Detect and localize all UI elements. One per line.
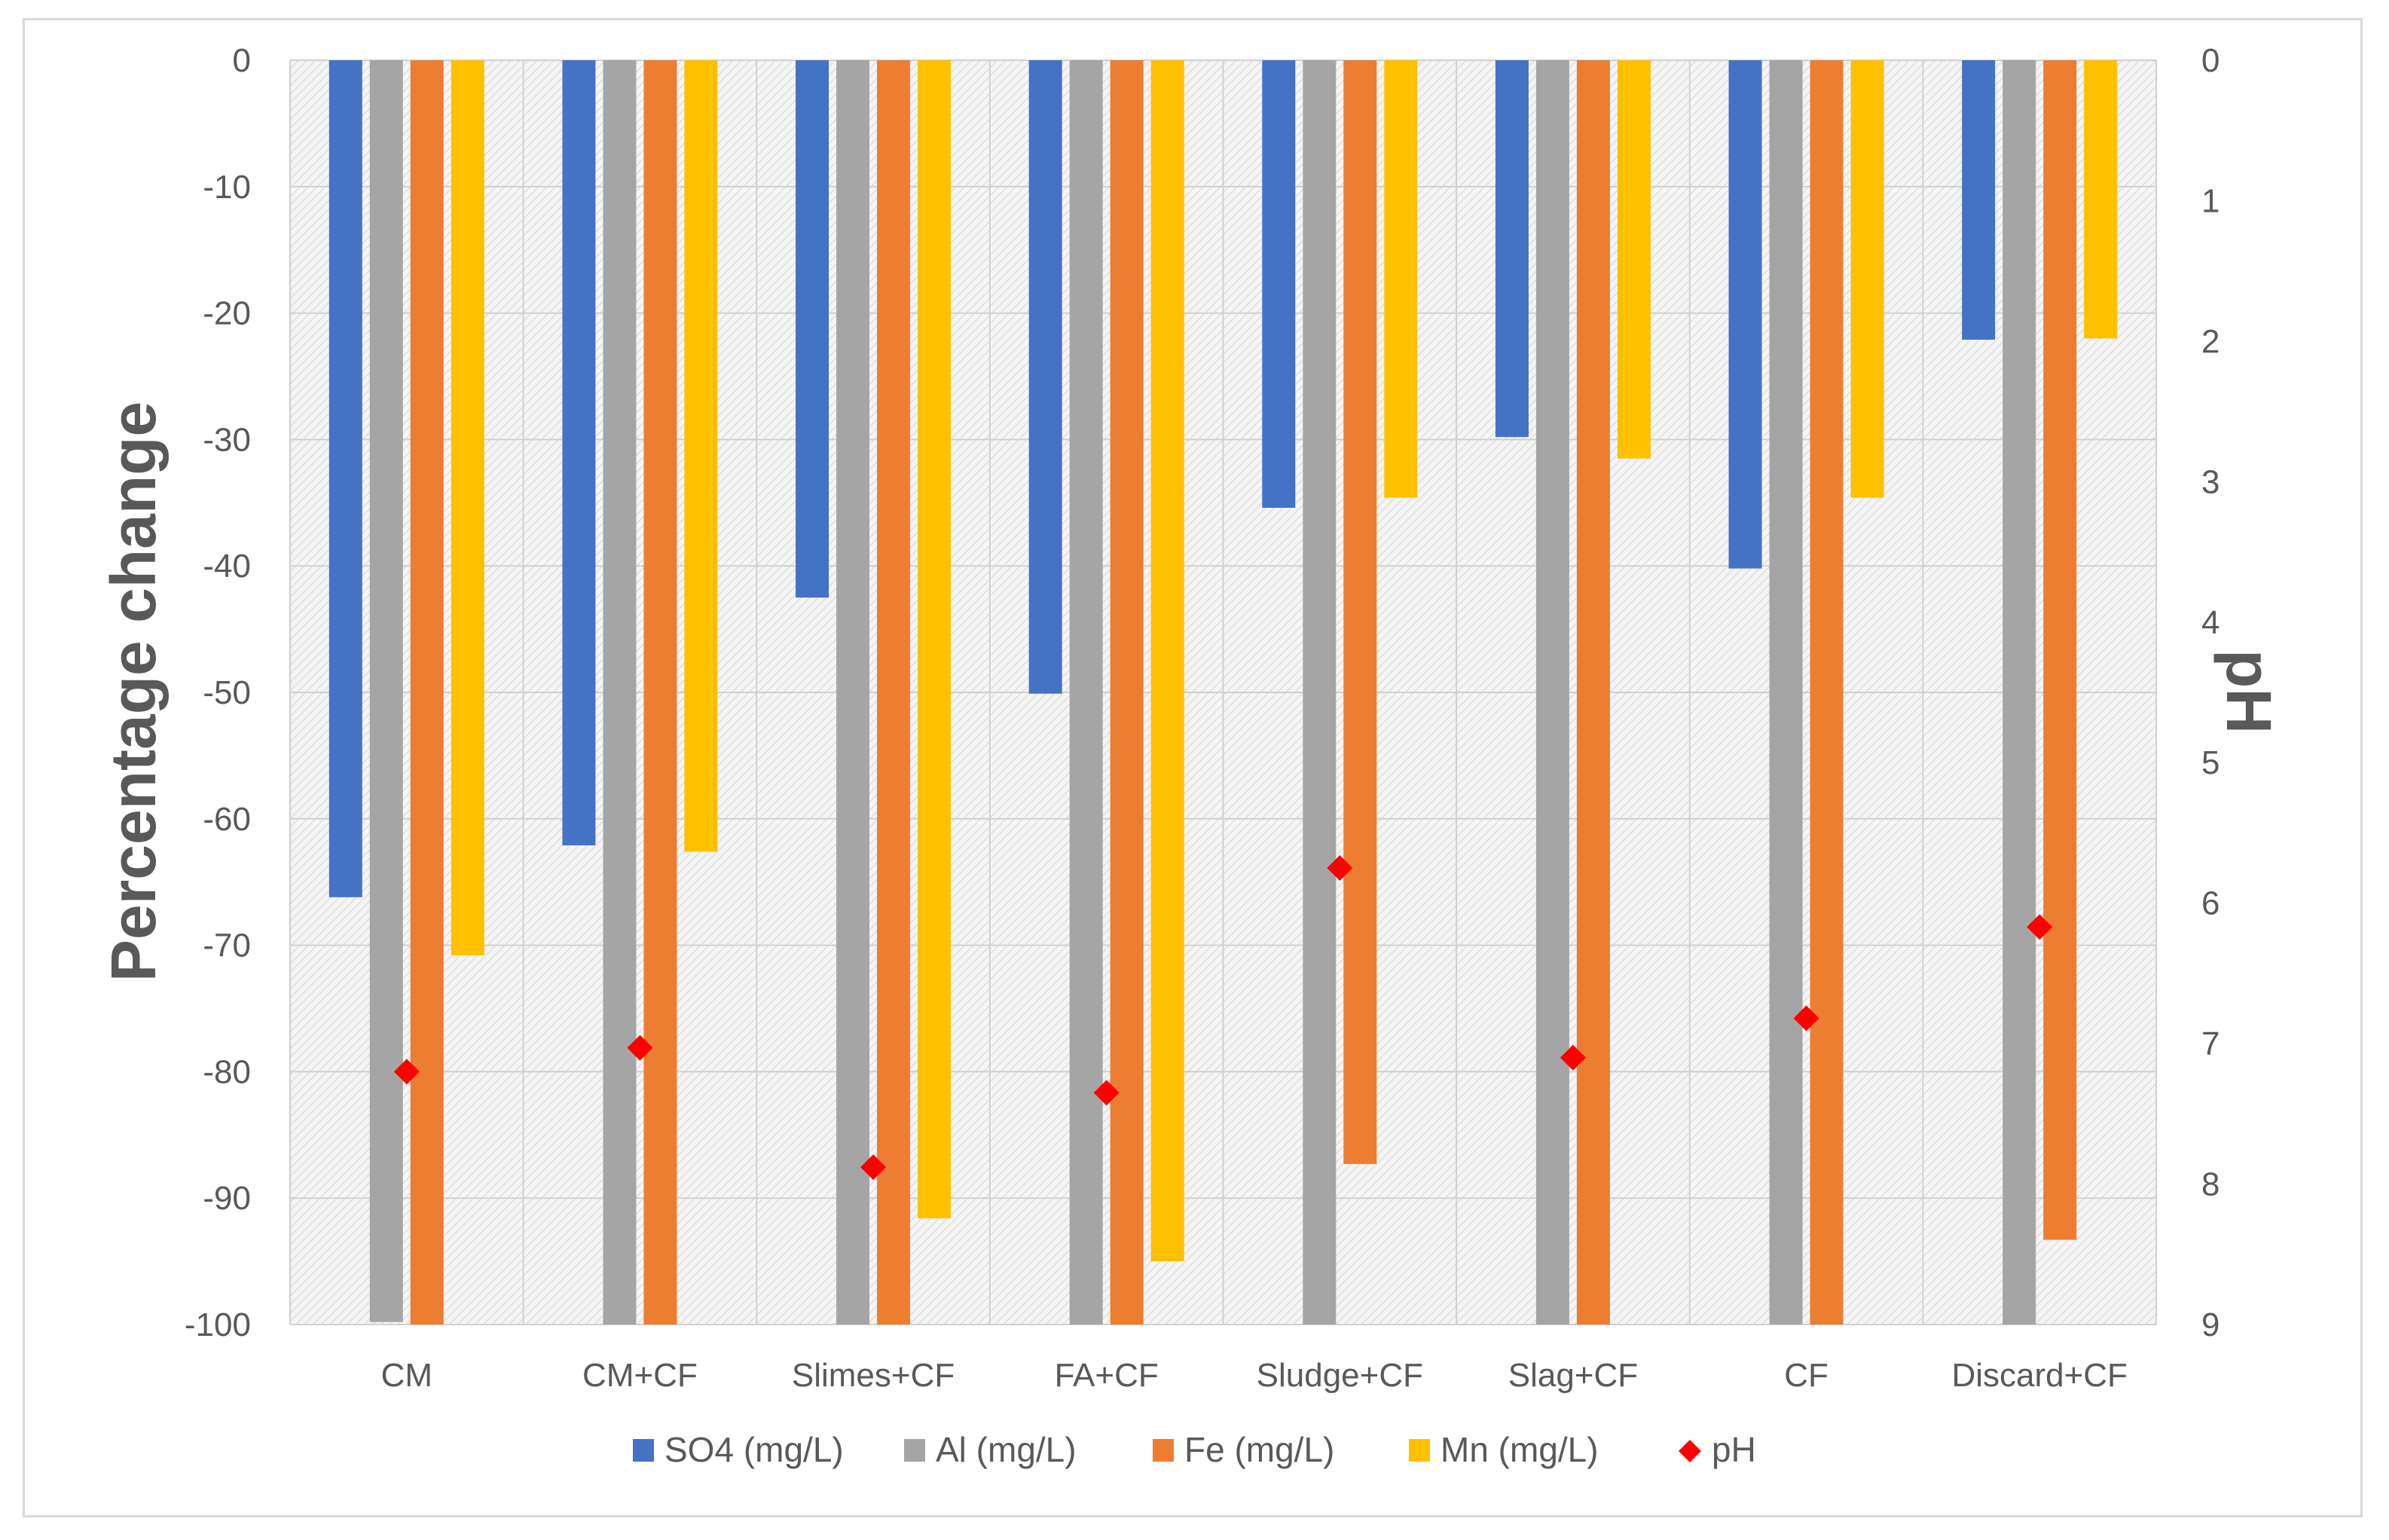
bar-series bbox=[328, 60, 2118, 1325]
left-axis-ticks: 0 -10 -20 -30 -40 -50 -60 -70 -80 -90 -100 bbox=[185, 42, 251, 1343]
bar-al bbox=[1535, 60, 1569, 1325]
legend-label: SO4 (mg/L) bbox=[664, 1430, 844, 1469]
bar-mn bbox=[1384, 60, 1418, 498]
bar-so4 bbox=[1262, 60, 1296, 509]
ph-markers bbox=[393, 855, 2053, 1181]
legend-swatch bbox=[904, 1439, 925, 1462]
bar-so4 bbox=[796, 60, 829, 598]
bar-al bbox=[1069, 60, 1103, 1325]
y-tick-label: -60 bbox=[203, 801, 251, 838]
bar-fe bbox=[1810, 60, 1844, 1325]
y2-tick-label: 1 bbox=[2201, 182, 2219, 219]
y2-tick-label: 2 bbox=[2201, 323, 2219, 360]
bar-mn bbox=[684, 60, 718, 852]
y2-tick-label: 6 bbox=[2201, 885, 2219, 922]
y2-axis-title: pH bbox=[2213, 649, 2284, 734]
bar-al bbox=[2003, 60, 2036, 1325]
ph-point bbox=[2027, 914, 2053, 940]
x-tick-label: CF bbox=[1784, 1357, 1828, 1394]
legend-marker bbox=[1679, 1440, 1701, 1462]
bar-so4 bbox=[1728, 60, 1762, 569]
bar-so4 bbox=[1028, 60, 1062, 694]
y2-tick-label: 8 bbox=[2201, 1166, 2219, 1203]
bar-mn bbox=[918, 60, 952, 1219]
bar-al bbox=[603, 60, 637, 1325]
bar-mn bbox=[2084, 60, 2118, 339]
y2-tick-label: 7 bbox=[2201, 1025, 2219, 1062]
y2-tick-label: 9 bbox=[2201, 1306, 2219, 1343]
legend: SO4 (mg/L) Al (mg/L) Fe (mg/L) Mn (mg/L) pH bbox=[633, 1430, 1756, 1469]
ph-point bbox=[393, 1059, 420, 1085]
legend-label: Mn (mg/L) bbox=[1440, 1430, 1599, 1469]
bar-so4 bbox=[328, 60, 362, 897]
legend-swatch bbox=[1409, 1439, 1430, 1462]
bar-fe bbox=[1343, 60, 1377, 1164]
y2-tick-label: 4 bbox=[2201, 604, 2219, 641]
bar-mn bbox=[451, 60, 484, 956]
y-tick-label: -30 bbox=[203, 421, 251, 458]
y-tick-label: -40 bbox=[203, 548, 251, 585]
bar-mn bbox=[1850, 60, 1884, 498]
ph-point bbox=[1793, 1005, 1819, 1031]
bar-fe bbox=[2043, 60, 2077, 1240]
bar-so4 bbox=[1962, 60, 1996, 340]
bar-fe bbox=[1576, 60, 1610, 1325]
y2-tick-label: 5 bbox=[2201, 744, 2219, 781]
y-tick-label: -20 bbox=[203, 295, 251, 332]
x-tick-label: Slimes+CF bbox=[792, 1357, 955, 1394]
y-tick-label: -70 bbox=[203, 927, 251, 964]
x-tick-label: Slag+CF bbox=[1508, 1357, 1638, 1394]
bar-al bbox=[836, 60, 870, 1325]
x-tick-label: CM bbox=[381, 1357, 432, 1394]
y2-tick-label: 0 bbox=[2201, 42, 2219, 79]
bar-al bbox=[1769, 60, 1803, 1325]
ph-point bbox=[1093, 1080, 1120, 1106]
bar-fe bbox=[877, 60, 911, 1325]
category-labels: CM CM+CF Slimes+CF FA+CF Sludge+CF Slag+CF CF D… bbox=[381, 1357, 2128, 1394]
bar-al bbox=[1303, 60, 1337, 1325]
y2-tick-label: 3 bbox=[2201, 463, 2219, 500]
x-tick-label: Sludge+CF bbox=[1257, 1357, 1423, 1394]
legend-label: pH bbox=[1712, 1430, 1756, 1469]
y-tick-label: 0 bbox=[233, 42, 251, 79]
bar-mn bbox=[1617, 60, 1651, 459]
bar-fe bbox=[410, 60, 444, 1325]
bar-so4 bbox=[562, 60, 596, 846]
ph-point bbox=[1327, 855, 1353, 882]
ph-point bbox=[1560, 1044, 1586, 1071]
x-tick-label: Discard+CF bbox=[1951, 1357, 2128, 1394]
legend-swatch bbox=[633, 1439, 654, 1462]
right-axis-ticks: 0 1 2 3 4 5 6 7 8 9 bbox=[2201, 42, 2219, 1343]
bar-al bbox=[369, 60, 403, 1322]
legend-label: Al (mg/L) bbox=[936, 1430, 1077, 1469]
y-tick-label: -100 bbox=[185, 1306, 251, 1343]
y-tick-label: -90 bbox=[203, 1180, 251, 1217]
legend-swatch bbox=[1153, 1439, 1174, 1462]
ph-point bbox=[627, 1034, 653, 1061]
gridlines bbox=[289, 60, 2157, 1325]
y-tick-label: -50 bbox=[203, 674, 251, 711]
bar-fe bbox=[1110, 60, 1144, 1325]
x-tick-label: CM+CF bbox=[582, 1357, 698, 1394]
x-tick-label: FA+CF bbox=[1055, 1357, 1159, 1394]
legend-label: Fe (mg/L) bbox=[1184, 1430, 1334, 1469]
y-axis-title: Percentage change bbox=[98, 402, 169, 982]
bar-mn bbox=[1150, 60, 1184, 1262]
y-tick-label: -10 bbox=[203, 169, 251, 206]
ph-point bbox=[860, 1154, 887, 1181]
bar-so4 bbox=[1495, 60, 1529, 438]
y-tick-label: -80 bbox=[203, 1053, 251, 1090]
bar-fe bbox=[643, 60, 677, 1325]
